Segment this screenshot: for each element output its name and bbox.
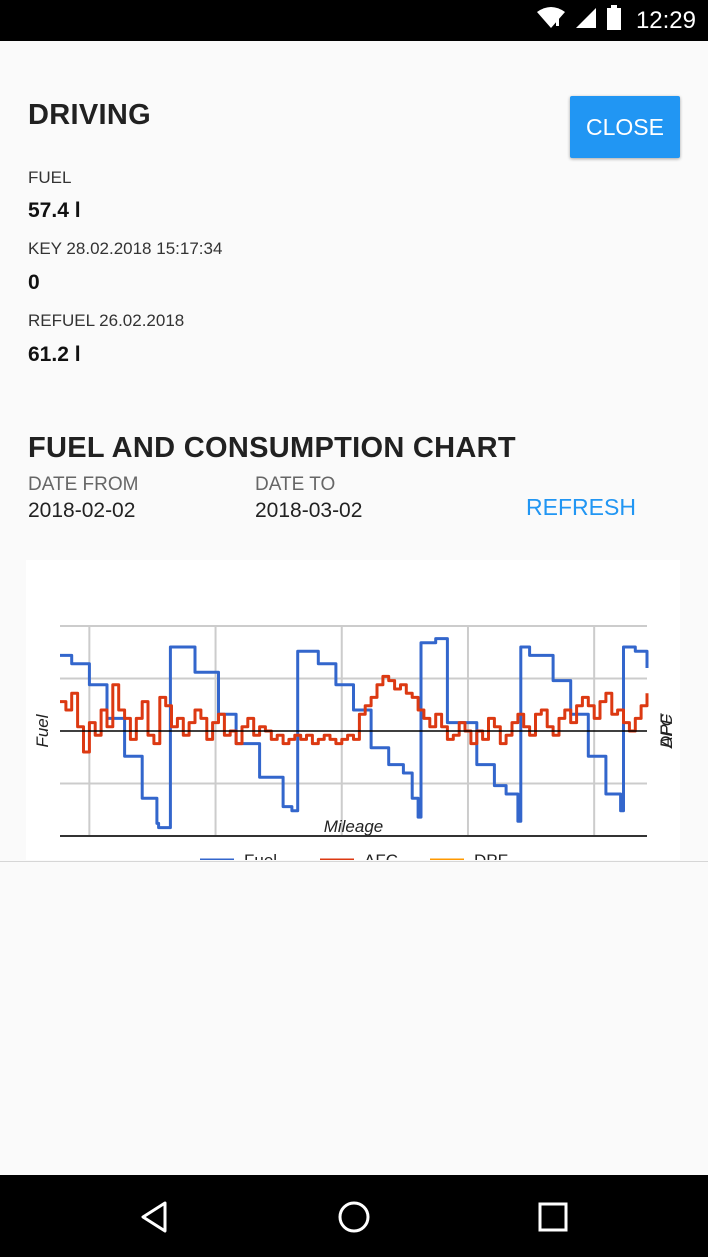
- legend-label-dpf: DPF: [474, 851, 508, 860]
- status-time: 12:29: [635, 6, 696, 34]
- home-icon[interactable]: [332, 1195, 376, 1239]
- status-icons: 12:29: [536, 0, 696, 41]
- fuel-label: FUEL: [28, 168, 72, 187]
- battery-icon: [606, 5, 622, 36]
- y-axis-label: Fuel: [33, 713, 52, 747]
- date-to-label: DATE TO: [255, 474, 336, 495]
- close-button[interactable]: CLOSE: [570, 96, 680, 158]
- status-bar: 12:29: [0, 0, 708, 41]
- legend-label-afc: AFC: [364, 851, 398, 860]
- chart-section-title: FUEL AND CONSUMPTION CHART: [28, 432, 516, 464]
- legend-label-fuel: Fuel: [244, 851, 277, 860]
- key-label: KEY 28.02.2018 15:17:34: [28, 239, 223, 258]
- refuel-label: REFUEL 26.02.2018: [28, 311, 185, 330]
- refuel-value: 61.2 l: [28, 343, 81, 366]
- navigation-bar: [0, 1175, 708, 1257]
- right-axis-label: DPF: [657, 712, 676, 748]
- fuel-value: 57.4 l: [28, 199, 81, 222]
- right-axis-label: AFC: [657, 713, 676, 749]
- signal-icon: [574, 6, 598, 35]
- series-line-fuel: [60, 637, 649, 830]
- wifi-icon: [536, 6, 566, 35]
- driving-title: DRIVING: [28, 99, 151, 131]
- date-from-label: DATE FROM: [28, 474, 139, 495]
- chart-legend: Fuel AFC DPF: [200, 851, 508, 870]
- date-from-field[interactable]: 2018-02-02: [28, 499, 136, 522]
- series-line-afc: [60, 674, 649, 754]
- x-axis-label: Mileage: [324, 817, 384, 836]
- divider: [0, 861, 708, 862]
- back-icon[interactable]: [132, 1195, 176, 1239]
- chart-series: [60, 637, 649, 830]
- key-value: 0: [28, 271, 40, 294]
- recents-icon[interactable]: [531, 1195, 575, 1239]
- date-to-field[interactable]: 2018-03-02: [255, 499, 363, 522]
- refresh-button[interactable]: REFRESH: [526, 493, 636, 520]
